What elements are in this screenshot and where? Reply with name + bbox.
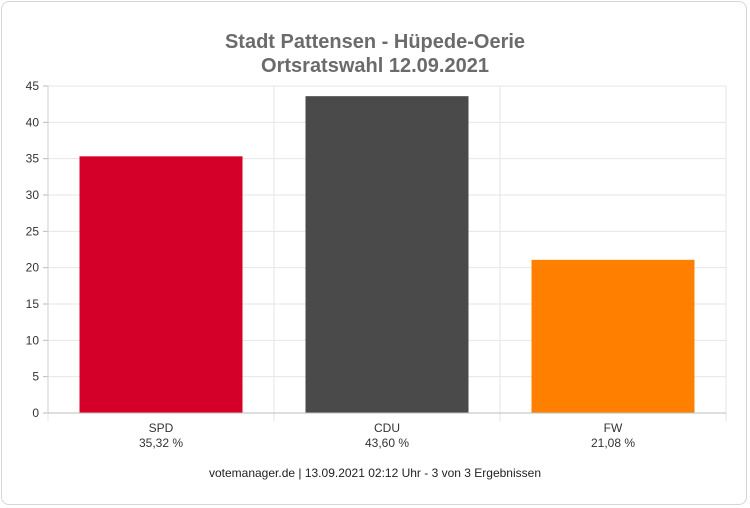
y-tick-label: 35 [26, 152, 40, 166]
bar-spd [79, 156, 243, 413]
x-value-label: 35,32 % [139, 436, 183, 450]
y-tick-label: 30 [26, 188, 40, 202]
bar-fw [531, 259, 695, 413]
x-category-label: SPD [149, 421, 174, 435]
chart-footer: votemanager.de | 13.09.2021 02:12 Uhr - … [208, 466, 541, 480]
x-value-label: 21,08 % [591, 436, 635, 450]
y-tick-label: 10 [26, 333, 40, 347]
bar-cdu [305, 96, 469, 413]
x-category-label: FW [604, 421, 623, 435]
x-value-label: 43,60 % [365, 436, 409, 450]
chart-title: Stadt Pattensen - Hüpede-Oerie [224, 31, 526, 53]
y-tick-label: 25 [26, 224, 40, 238]
y-tick-label: 15 [26, 297, 40, 311]
x-category-label: CDU [374, 421, 400, 435]
y-tick-label: 40 [26, 115, 40, 129]
y-tick-label: 5 [32, 370, 39, 384]
chart-subtitle: Ortsratswahl 12.09.2021 [261, 55, 489, 77]
y-tick-label: 45 [26, 79, 40, 93]
y-tick-label: 0 [32, 406, 39, 420]
y-tick-label: 20 [26, 261, 40, 275]
